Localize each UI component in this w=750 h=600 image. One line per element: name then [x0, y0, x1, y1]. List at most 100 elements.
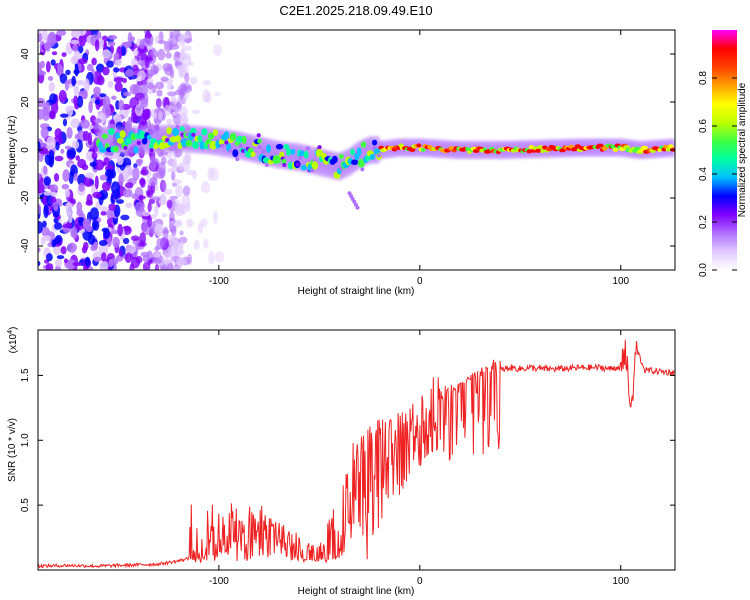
heatmap-cell	[123, 91, 132, 97]
heatmap-cell	[92, 191, 102, 199]
heatmap-cell	[122, 188, 133, 198]
heatmap-cell	[156, 167, 166, 179]
heatmap-cell	[176, 100, 182, 110]
heatmap-cell	[139, 97, 149, 109]
heatmap-panel: -100 0 100 -40 -20 0 20 40 Height of straight l…	[7, 29, 676, 297]
heatmap-cell	[163, 41, 172, 53]
heatmap-cell	[116, 155, 124, 166]
heatmap-cell	[178, 106, 188, 118]
heatmap-cell	[131, 193, 140, 200]
heatmap-cell	[145, 57, 154, 62]
heatmap-cell	[81, 246, 88, 254]
heatmap-axes: -100 0 100 -40 -20 0 20 40	[20, 30, 675, 287]
heatmap-cell	[201, 128, 208, 136]
heatmap-cell	[113, 67, 120, 73]
heatmap-cell	[132, 167, 140, 181]
heatmap-cell	[172, 127, 180, 137]
heatmap-cell	[39, 147, 48, 155]
heatmap-cell	[101, 49, 112, 59]
heatmap-cell	[232, 149, 239, 158]
heatmap-cell	[207, 167, 214, 181]
heatmap-cell	[82, 89, 88, 100]
y-tick-label: 0	[20, 147, 31, 153]
heatmap-cell	[160, 76, 169, 82]
heatmap-cell	[127, 32, 133, 45]
heatmap-cell	[73, 85, 80, 96]
heatmap-cell	[173, 221, 182, 228]
heatmap-cell	[59, 73, 68, 84]
heatmap-cell	[202, 80, 212, 86]
heatmap-cell	[85, 172, 95, 179]
heatmap-cell	[133, 163, 138, 169]
heatmap-cell	[125, 69, 135, 78]
heatmap-cell	[168, 246, 178, 257]
heatmap-cell	[84, 256, 91, 267]
heatmap-cell	[92, 220, 100, 231]
heatmap-cell	[61, 52, 67, 57]
heatmap-cell	[173, 30, 181, 39]
heatmap-cell	[257, 145, 262, 150]
x-tick-label: -100	[209, 276, 229, 287]
heatmap-cell	[191, 109, 201, 114]
heatmap-cell	[108, 35, 118, 40]
heatmap-cell	[147, 215, 153, 228]
heatmap-cell	[275, 143, 284, 150]
heatmap-cell	[69, 198, 76, 204]
heatmap-cell	[123, 41, 132, 48]
heatmap-cell	[179, 230, 184, 236]
heatmap-cell	[91, 57, 97, 66]
heatmap-cell	[112, 115, 119, 120]
y-tick-label: 1.0	[20, 433, 31, 447]
x-tick-label: 0	[417, 276, 423, 287]
heatmap-cell	[241, 135, 247, 144]
heatmap-cell	[73, 50, 80, 58]
heatmap-cell	[202, 88, 210, 103]
heatmap-cell	[186, 218, 194, 228]
heatmap-cell	[173, 266, 181, 270]
heatmap-cell	[197, 222, 204, 234]
heatmap-cell	[668, 144, 674, 149]
heatmap-cell	[150, 49, 159, 59]
heatmap-cell	[147, 82, 154, 90]
heatmap-cell	[138, 195, 146, 200]
heatmap-cell	[114, 58, 123, 67]
heatmap-cell	[122, 237, 130, 245]
heatmap-cell	[305, 146, 310, 151]
heatmap-cell	[142, 254, 150, 263]
heatmap-cell	[101, 181, 111, 192]
snr-x-axis-label: Height of straight line (km)	[298, 586, 415, 597]
heatmap-cell	[98, 240, 108, 246]
heatmap-cell	[157, 110, 163, 121]
heatmap-cell	[99, 147, 107, 153]
heatmap-cell	[91, 151, 98, 160]
heatmap-cell	[166, 118, 173, 125]
heatmap-cell	[72, 57, 79, 63]
heatmap-cell	[113, 230, 119, 235]
colorbar-tick-label: 0.0	[698, 263, 709, 277]
heatmap-cell	[172, 98, 178, 106]
y-tick-label: 20	[20, 96, 31, 108]
heatmap-cell	[118, 99, 125, 111]
heatmap-cell	[93, 241, 98, 251]
heatmap-cell	[76, 201, 83, 213]
heatmap-cell	[124, 165, 133, 178]
heatmap-cell	[257, 138, 262, 144]
heatmap-cell	[41, 227, 50, 237]
heatmap-x-axis-label: Height of straight line (km)	[298, 286, 415, 297]
snr-y-scale-base: (x10	[8, 333, 19, 353]
snr-panel: -100 0 100 0.5 1.0 1.5 Height of straight lin…	[7, 327, 676, 597]
heatmap-cell	[108, 203, 117, 211]
colorbar-label: Normalized spectral amplitude	[737, 82, 748, 217]
heatmap-cell	[173, 179, 182, 185]
heatmap-cell	[137, 60, 147, 66]
heatmap-cell	[152, 257, 162, 265]
heatmap-cell	[311, 161, 318, 170]
y-tick-label: -40	[20, 238, 31, 253]
heatmap-cell	[120, 45, 126, 56]
heatmap-cell	[124, 182, 134, 189]
heatmap-cell	[55, 141, 60, 151]
heatmap-cell	[356, 147, 362, 157]
heatmap-cell	[218, 139, 226, 146]
heatmap-cell	[623, 145, 630, 150]
heatmap-cell	[158, 31, 164, 43]
